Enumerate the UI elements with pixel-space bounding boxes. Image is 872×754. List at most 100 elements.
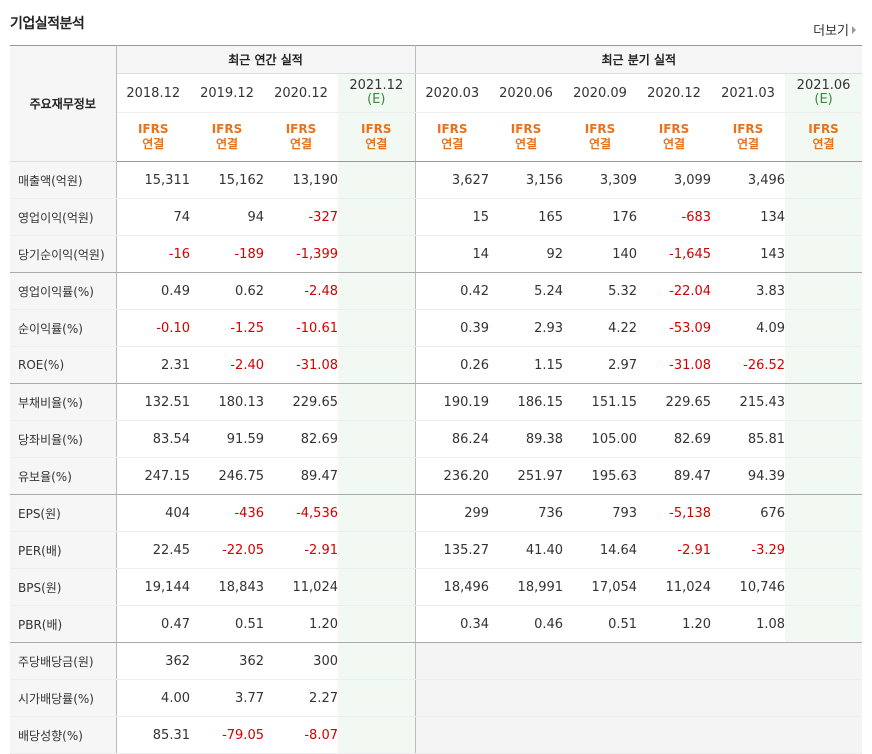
cell-value: 41.40: [489, 531, 564, 569]
cell-value: [415, 716, 490, 754]
cell-value: 17,054: [563, 568, 638, 606]
cell-value: 299: [415, 494, 490, 532]
cell-value: [637, 679, 712, 717]
table-row: 당기순이익(억원) -16 -189 -1,399 14 92 140 -1,645 143: [10, 235, 863, 273]
cell-value: [338, 494, 416, 532]
cell-value: 3,156: [489, 161, 564, 199]
cell-value: [637, 642, 712, 680]
table-row: 당좌비율(%) 83.54 91.59 82.69 86.24 89.38 105.00 82…: [10, 420, 863, 458]
chevron-right-icon: [852, 26, 856, 34]
table-row: BPS(원) 19,144 18,843 11,024 18,496 18,991 17,0…: [10, 568, 863, 606]
accounting-standard: IFRS 연결: [116, 112, 190, 162]
period-header: 2020.12: [637, 73, 712, 113]
cell-value: 18,496: [415, 568, 490, 606]
cell-value: 180.13: [190, 383, 264, 421]
cell-value: -22.05: [190, 531, 264, 569]
cell-value: 0.51: [563, 605, 638, 643]
cell-value: 5.32: [563, 272, 638, 310]
cell-value: -31.08: [637, 346, 712, 384]
period-header: 2018.12: [116, 73, 190, 113]
cell-value: 91.59: [190, 420, 264, 458]
row-label: PER(배): [10, 531, 117, 569]
financial-table: 주요재무정보 최근 연간 실적 최근 분기 실적 2018.12 2019.12 2…: [10, 45, 863, 754]
cell-value: 0.39: [415, 309, 490, 347]
accounting-standard: IFRS 연결: [415, 112, 490, 162]
quarter-group-header: 최근 분기 실적: [415, 45, 863, 74]
cell-value: [785, 161, 863, 199]
cell-value: 15: [415, 198, 490, 236]
cell-value: [338, 383, 416, 421]
cell-value: -5,138: [637, 494, 712, 532]
cell-value: -22.04: [637, 272, 712, 310]
cell-value: [785, 235, 863, 273]
cell-value: 94.39: [711, 457, 786, 495]
cell-value: 2.93: [489, 309, 564, 347]
cell-value: 14.64: [563, 531, 638, 569]
cell-value: [415, 679, 490, 717]
cell-value: -683: [637, 198, 712, 236]
cell-value: 143: [711, 235, 786, 273]
cell-value: [785, 346, 863, 384]
cell-value: [563, 716, 638, 754]
cell-value: [785, 198, 863, 236]
table-row: PBR(배) 0.47 0.51 1.20 0.34 0.46 0.51 1.20 1.08: [10, 605, 863, 643]
cell-value: [785, 309, 863, 347]
cell-value: [338, 605, 416, 643]
table-row: 순이익률(%) -0.10 -1.25 -10.61 0.39 2.93 4.22 -53.0…: [10, 309, 863, 347]
cell-value: 3,627: [415, 161, 490, 199]
cell-value: [785, 568, 863, 606]
cell-value: 135.27: [415, 531, 490, 569]
cell-value: 1.20: [637, 605, 712, 643]
cell-value: 86.24: [415, 420, 490, 458]
cell-value: 2.97: [563, 346, 638, 384]
row-label: 주당배당금(원): [10, 642, 117, 680]
header-label: 주요재무정보: [10, 45, 117, 162]
cell-value: [785, 605, 863, 643]
cell-value: -1,399: [264, 235, 338, 273]
row-label: PBR(배): [10, 605, 117, 643]
row-label: 당좌비율(%): [10, 420, 117, 458]
cell-value: [338, 568, 416, 606]
accounting-standard: IFRS 연결: [785, 112, 863, 162]
cell-value: 3.83: [711, 272, 786, 310]
more-link[interactable]: 더보기: [813, 20, 856, 39]
row-label: 부채비율(%): [10, 383, 117, 421]
cell-value: [338, 272, 416, 310]
row-label: ROE(%): [10, 346, 117, 384]
row-label: 매출액(억원): [10, 161, 117, 199]
cell-value: -0.10: [116, 309, 190, 347]
cell-value: 0.62: [190, 272, 264, 310]
cell-value: 0.34: [415, 605, 490, 643]
cell-value: 3.77: [190, 679, 264, 717]
cell-value: -436: [190, 494, 264, 532]
cell-value: 3,309: [563, 161, 638, 199]
table-row: 매출액(억원) 15,311 15,162 13,190 3,627 3,156 3,309…: [10, 161, 863, 199]
cell-value: 10,746: [711, 568, 786, 606]
cell-value: -16: [116, 235, 190, 273]
cell-value: 134: [711, 198, 786, 236]
cell-value: 5.24: [489, 272, 564, 310]
cell-value: [338, 161, 416, 199]
cell-value: 236.20: [415, 457, 490, 495]
cell-value: -4,536: [264, 494, 338, 532]
cell-value: [338, 235, 416, 273]
period-label: 2021.12: [349, 78, 404, 93]
cell-value: 11,024: [637, 568, 712, 606]
cell-value: [785, 494, 863, 532]
cell-value: 105.00: [563, 420, 638, 458]
cell-value: 676: [711, 494, 786, 532]
estimate-badge: (E): [814, 92, 833, 107]
cell-value: [637, 716, 712, 754]
cell-value: [785, 679, 863, 717]
cell-value: -1,645: [637, 235, 712, 273]
period-header: 2020.12: [264, 73, 338, 113]
cell-value: -10.61: [264, 309, 338, 347]
cell-value: 247.15: [116, 457, 190, 495]
cell-value: [711, 679, 786, 717]
cell-value: 13,190: [264, 161, 338, 199]
cell-value: 0.42: [415, 272, 490, 310]
cell-value: 151.15: [563, 383, 638, 421]
accounting-standard: IFRS 연결: [338, 112, 416, 162]
cell-value: 3,099: [637, 161, 712, 199]
cell-value: [785, 457, 863, 495]
